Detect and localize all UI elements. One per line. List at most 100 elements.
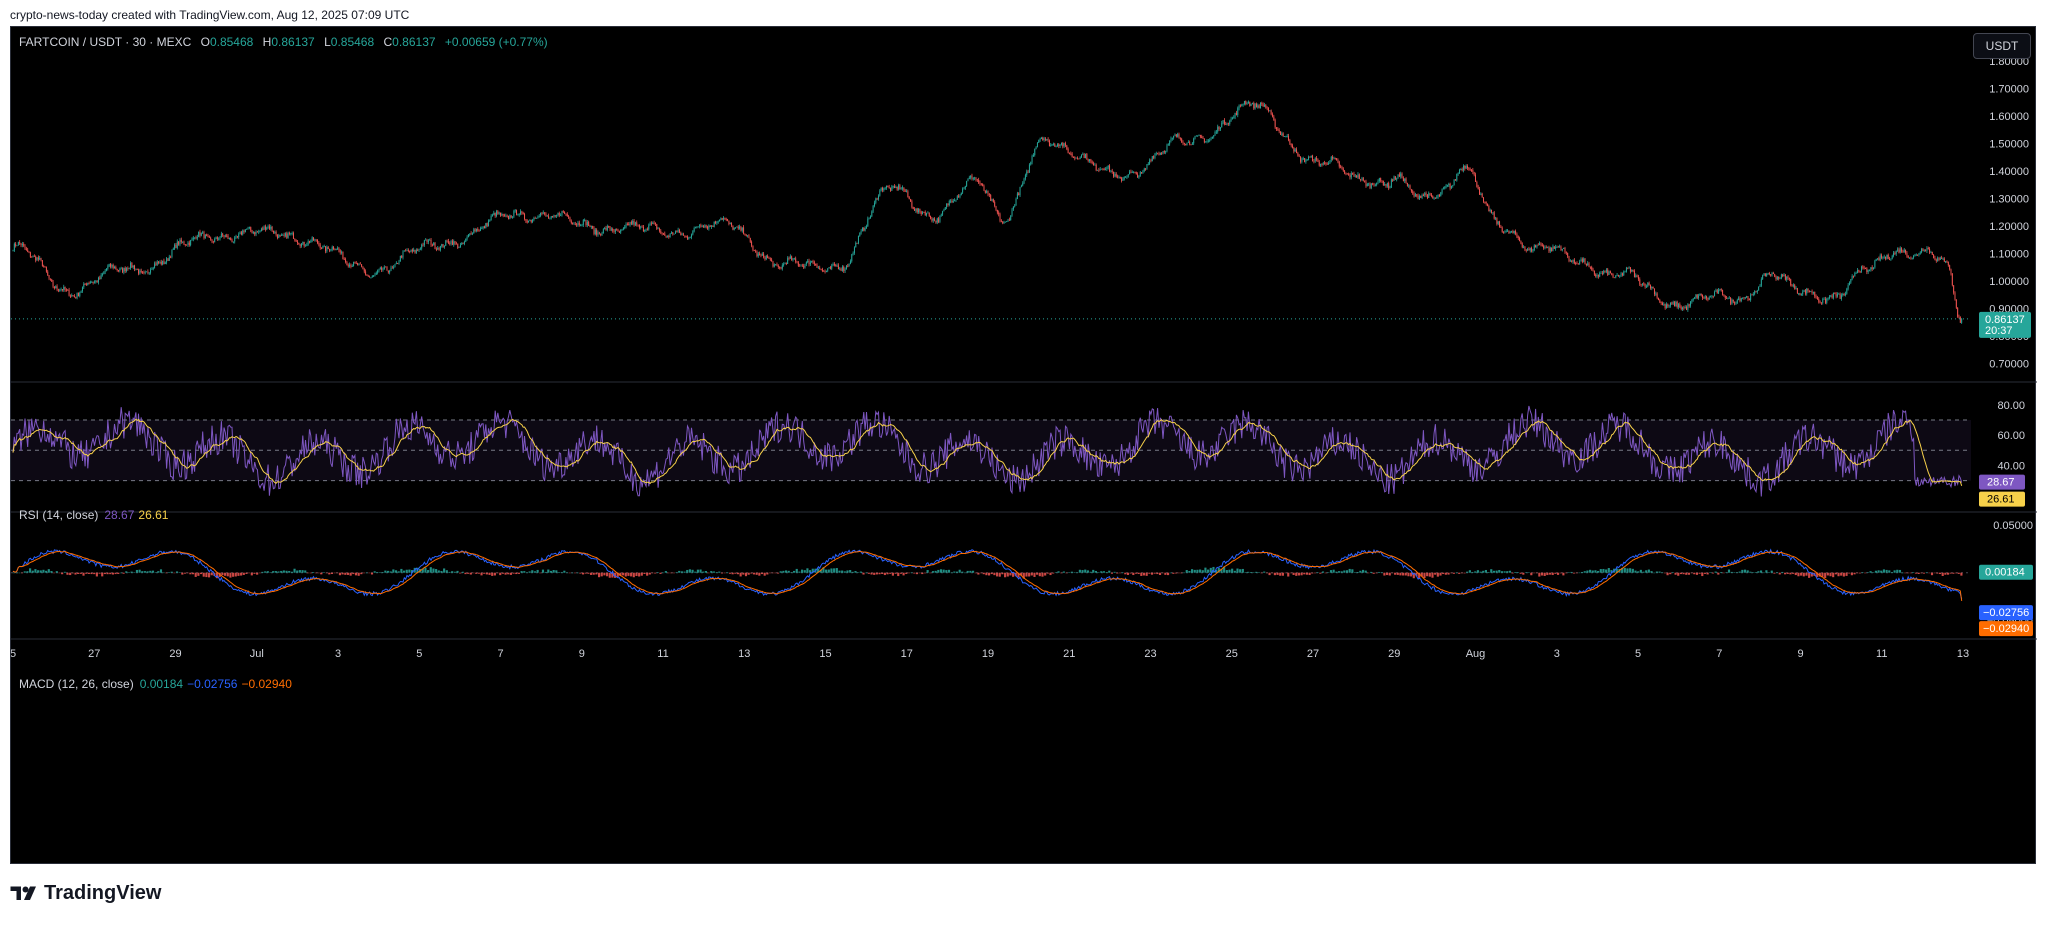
candle-body	[787, 258, 789, 265]
candle	[1257, 103, 1259, 109]
candle	[576, 222, 578, 227]
candle-body	[1640, 284, 1642, 286]
macd-histogram-bar	[437, 570, 440, 573]
candle-body	[407, 249, 409, 251]
candle	[1762, 274, 1764, 280]
candle	[243, 229, 245, 234]
candle-body	[1500, 226, 1502, 228]
candle	[857, 235, 859, 245]
macd-histogram-bar	[1378, 571, 1381, 573]
candle	[1854, 271, 1856, 277]
candle-body	[199, 231, 201, 236]
candle	[1348, 172, 1350, 176]
candle-body	[516, 210, 518, 215]
candle	[278, 233, 280, 239]
candle-body	[323, 246, 325, 248]
macd-histogram-bar	[1337, 571, 1341, 573]
candle	[427, 239, 429, 245]
candle-body	[1394, 176, 1396, 180]
candle	[948, 199, 950, 207]
macd-histogram-bar	[1156, 572, 1159, 575]
macd-histogram-bar	[317, 572, 320, 574]
macd-histogram-bar	[1252, 572, 1255, 574]
candle	[1848, 281, 1850, 286]
chart-canvas[interactable]: 1.800001.700001.600001.500001.400001.300…	[11, 27, 2037, 865]
candle	[821, 267, 823, 273]
macd-histogram-bar	[806, 568, 809, 573]
candle-body	[1250, 104, 1252, 106]
macd-histogram-bar	[1161, 572, 1164, 574]
candle	[1636, 274, 1638, 278]
candle	[789, 254, 791, 259]
candle-body	[1676, 301, 1678, 308]
candle-body	[1438, 194, 1440, 197]
candle-body	[16, 245, 18, 247]
candle-body	[1280, 131, 1281, 135]
candle	[521, 210, 523, 215]
macd-histogram-bar	[571, 572, 574, 574]
candle	[739, 224, 741, 230]
candle-body	[274, 231, 276, 233]
candle-body	[1583, 258, 1585, 262]
candle-body	[1893, 252, 1895, 256]
macd-histogram-bar	[1508, 570, 1512, 573]
candle	[1788, 277, 1790, 281]
candle-body	[1918, 253, 1920, 256]
candle-body	[910, 199, 912, 202]
candle-body	[240, 232, 242, 235]
candle	[546, 214, 548, 217]
candle-body	[958, 196, 960, 198]
candle-body	[246, 228, 248, 230]
candle-body	[1653, 288, 1655, 295]
candle	[1786, 276, 1788, 282]
candle	[501, 212, 503, 217]
candle	[1246, 101, 1248, 105]
candle-body	[785, 263, 787, 265]
candle	[451, 239, 453, 246]
candle	[1113, 171, 1115, 178]
candle-body	[134, 265, 136, 270]
candle	[1881, 253, 1883, 260]
candle-body	[1794, 285, 1796, 289]
candle-body	[751, 241, 753, 246]
candle-body	[1579, 261, 1581, 264]
candle	[1835, 291, 1837, 299]
candle	[335, 248, 337, 251]
macd-histogram-bar	[1369, 571, 1373, 573]
macd-histogram-bar	[512, 572, 515, 574]
candle-body	[1020, 185, 1022, 187]
candle	[1394, 176, 1396, 180]
candle-body	[556, 215, 558, 217]
candle	[980, 183, 982, 186]
candle-body	[1117, 176, 1119, 178]
candle-body	[286, 233, 288, 238]
candle-body	[495, 211, 497, 216]
candle	[553, 214, 555, 219]
candle-body	[1842, 294, 1844, 296]
candle-body	[1553, 246, 1555, 249]
candle-body	[1205, 141, 1207, 143]
candle-body	[1800, 294, 1802, 296]
candle-body	[1195, 135, 1197, 137]
candle-body	[1772, 273, 1774, 274]
macd-histogram-bar	[1329, 570, 1333, 573]
candle-body	[908, 196, 910, 200]
candle-body	[1860, 266, 1862, 272]
chart-frame[interactable]: 1.80000 1.70000 1.60000 1.50000 1.40000 1.300…	[10, 26, 2037, 865]
macd-histogram-bar	[1343, 570, 1346, 573]
candle-body	[860, 231, 862, 233]
candle	[1958, 314, 1960, 319]
candle-body	[1346, 173, 1348, 175]
candle	[1914, 253, 1916, 257]
macd-histogram-bar	[963, 572, 967, 574]
candle-body	[68, 290, 70, 296]
macd-histogram-bar	[1284, 572, 1287, 574]
rsi-axis-label: 40.00	[1997, 460, 2025, 472]
candle-body	[1446, 185, 1448, 186]
candle-body	[948, 200, 950, 205]
candle-body	[1235, 112, 1237, 115]
candle-body	[463, 241, 465, 244]
candle	[152, 266, 154, 271]
candle	[843, 265, 845, 274]
candle-body	[224, 235, 226, 237]
